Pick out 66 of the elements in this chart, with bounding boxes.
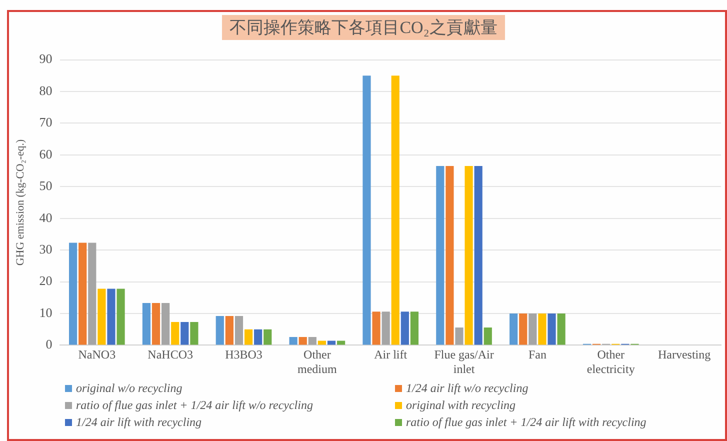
bar <box>510 313 518 345</box>
x-tick-label: Flue gas/Air inlet <box>434 348 494 376</box>
legend-label: original w/o recycling <box>76 381 182 396</box>
bar <box>289 336 298 345</box>
legend-label: original with recycling <box>406 398 516 413</box>
y-tick-label: 20 <box>39 273 52 288</box>
bar <box>391 76 400 345</box>
bar <box>98 288 106 345</box>
y-tick-label: 90 <box>39 51 52 66</box>
bar <box>298 336 307 345</box>
bar <box>254 329 262 345</box>
bar <box>152 303 160 345</box>
y-tick-label: 70 <box>39 114 52 130</box>
y-tick-label: 60 <box>39 146 52 162</box>
bar <box>362 76 371 345</box>
x-tick-label: Other medium <box>298 348 338 376</box>
bar <box>264 329 272 345</box>
bar <box>519 313 528 345</box>
x-tick-label: H3BO3 <box>225 348 262 362</box>
x-tick-label: Air lift <box>374 348 408 362</box>
bar <box>400 312 409 345</box>
x-tick-label: NaNO3 <box>78 348 116 362</box>
bar <box>464 166 473 345</box>
y-tick-label: 30 <box>39 241 52 256</box>
bar <box>557 313 566 345</box>
bar <box>162 303 170 345</box>
chart-title: 不同操作策略下各項目CO₂之貢獻量 <box>222 15 506 40</box>
bar <box>68 242 78 345</box>
bar <box>528 313 537 345</box>
x-tick-label: NaHCO3 <box>148 348 193 362</box>
bar <box>446 166 454 345</box>
bar <box>474 166 482 345</box>
legend-label: ratio of flue gas inlet + 1/24 air lift with recycling <box>406 415 646 430</box>
bar <box>78 242 87 345</box>
x-tick-label: Harvesting <box>658 348 711 362</box>
bar <box>538 313 546 345</box>
y-tick-label: 0 <box>46 336 52 352</box>
y-tick-label: 50 <box>39 178 52 194</box>
bar <box>180 322 189 345</box>
bar <box>171 322 180 345</box>
bar <box>548 313 556 345</box>
bar <box>216 316 224 345</box>
bar <box>116 288 125 345</box>
y-tick-label: 80 <box>39 82 52 98</box>
x-tick-label: Fan <box>528 348 546 362</box>
bar <box>308 336 316 345</box>
bar <box>88 242 96 345</box>
bar <box>382 312 390 345</box>
legend-label: ratio of flue gas inlet + 1/24 air lift w/o recycling <box>76 398 313 413</box>
legend-label: 1/24 air lift with recycling <box>76 415 202 430</box>
y-tick-label: 10 <box>39 304 52 320</box>
legend-label: 1/24 air lift w/o recycling <box>406 381 528 396</box>
bar <box>190 322 198 345</box>
bar <box>234 316 244 345</box>
bar <box>372 312 380 345</box>
bar <box>244 329 253 345</box>
bar <box>455 327 464 345</box>
y-tick-label: 40 <box>39 210 52 225</box>
bar <box>142 303 151 345</box>
bar <box>410 312 419 345</box>
bar <box>436 166 444 345</box>
bar <box>225 316 234 345</box>
x-tick-label: Other electricity <box>586 348 635 376</box>
y-axis-title: GHG emission (kg-CO₂-eq.) <box>14 139 26 266</box>
bar <box>107 288 116 345</box>
bar <box>484 327 492 345</box>
